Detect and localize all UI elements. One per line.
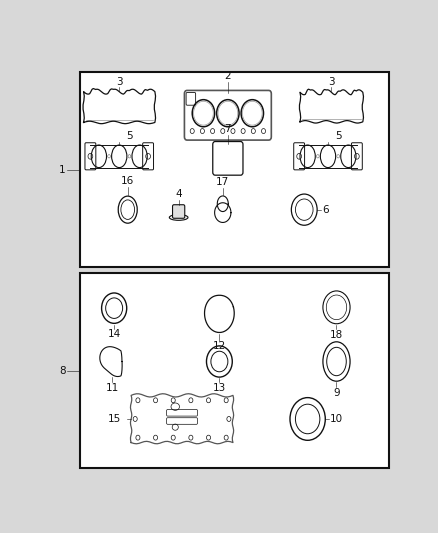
Text: 7: 7 — [225, 124, 231, 134]
Text: 17: 17 — [216, 177, 230, 187]
Text: 5: 5 — [335, 131, 342, 141]
FancyBboxPatch shape — [173, 205, 185, 219]
Text: 10: 10 — [330, 414, 343, 424]
Ellipse shape — [170, 215, 188, 220]
Text: 1: 1 — [59, 165, 66, 175]
Text: 8: 8 — [59, 366, 66, 376]
Text: 11: 11 — [106, 383, 119, 393]
FancyBboxPatch shape — [80, 273, 389, 468]
Text: 3: 3 — [328, 77, 335, 86]
Text: 3: 3 — [116, 77, 123, 86]
Text: 15: 15 — [108, 414, 121, 424]
Text: 16: 16 — [121, 176, 134, 186]
Text: 14: 14 — [107, 329, 121, 340]
FancyBboxPatch shape — [80, 72, 389, 267]
Text: 2: 2 — [225, 71, 231, 82]
Text: 9: 9 — [333, 388, 340, 398]
Text: 5: 5 — [126, 131, 133, 141]
Text: 4: 4 — [175, 189, 182, 199]
Text: 18: 18 — [330, 330, 343, 340]
Text: 6: 6 — [322, 205, 328, 215]
Text: 13: 13 — [213, 383, 226, 393]
Text: 12: 12 — [213, 342, 226, 351]
